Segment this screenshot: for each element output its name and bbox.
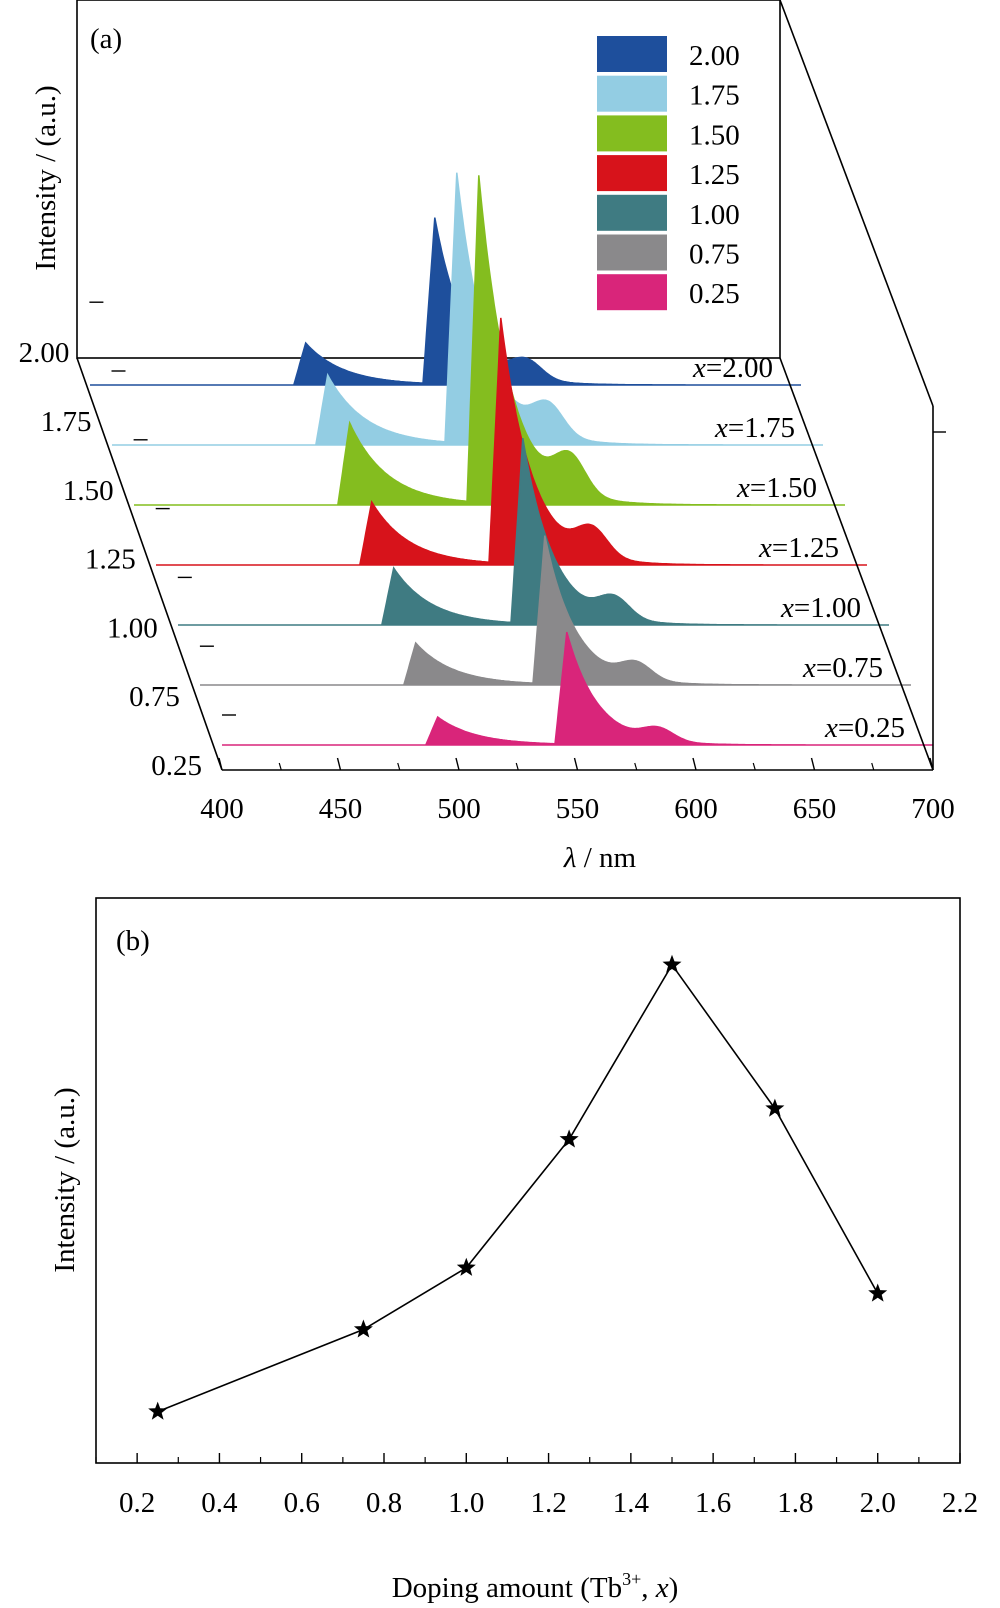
- x-minor-tick-a: [397, 762, 401, 771]
- x-tick-a: [573, 757, 579, 771]
- frame-line-2: [779, 357, 934, 771]
- x-tick-a: [810, 757, 816, 771]
- legend-swatch-1.75: [597, 75, 667, 112]
- x-tick-label-b: 2.0: [860, 1487, 896, 1519]
- x-tick-label-a: 550: [556, 793, 600, 825]
- frame-line-1: [76, 357, 223, 771]
- x-tick-a: [455, 757, 460, 771]
- panel-a-y-axis-label: Intensity / (a.u.): [30, 85, 62, 270]
- spectrum-0.75: [200, 535, 911, 686]
- x-tick-label-a: 600: [674, 793, 718, 825]
- x-axis-label-separator: ,: [641, 1572, 656, 1604]
- x-ticks-group-b: 0.2 0.4 0.6 0.8 1.0 1.2 1.4 1.6 1.8 2.0 2.2: [95, 1453, 978, 1519]
- x-axis-symbol: λ: [563, 842, 577, 874]
- series-line-group: [148, 954, 888, 1420]
- series-label-1.75: x=1.75: [714, 412, 795, 444]
- panel-b-x-axis-label: Doping amount (Tb3+, x): [392, 1569, 679, 1604]
- data-point-star: [353, 1319, 373, 1338]
- spectrum-1.75: [112, 172, 823, 446]
- legend-label-1.50: 1.50: [689, 119, 740, 151]
- legend-label-1.75: 1.75: [689, 80, 740, 112]
- x-tick-label-b: 0.6: [284, 1487, 320, 1519]
- legend-swatch-1.00: [597, 194, 667, 231]
- legend-swatch-1.50: [597, 115, 667, 152]
- legend-label-2.00: 2.00: [689, 40, 740, 72]
- data-point-star: [559, 1129, 579, 1148]
- x-tick-label-b: 1.2: [530, 1487, 566, 1519]
- legend-label-1.25: 1.25: [689, 159, 740, 191]
- x-ticks-group-a: 400 450 500 550 600 650 700: [200, 757, 955, 825]
- series-label-1.00: x=1.00: [780, 592, 861, 624]
- depth-tick-label: 0.75: [129, 681, 180, 713]
- panel-a-label: (a): [90, 23, 122, 55]
- legend-label-0.75: 0.75: [689, 239, 740, 271]
- legend-label-0.25: 0.25: [689, 278, 740, 310]
- panel-a-waterfall-chart: x=2.00 x=1.75 x=1.50 x=1.25 x=1.00 x=0.75 x=0.…: [19, 0, 955, 874]
- data-point-star: [456, 1257, 476, 1276]
- spectra-group: x=2.00 x=1.75 x=1.50 x=1.25 x=1.00 x=0.75 x=0.…: [90, 172, 933, 746]
- panel-b-y-axis-label: Intensity / (a.u.): [49, 1087, 81, 1272]
- data-point-star: [765, 1098, 785, 1117]
- x-tick-label-a: 500: [437, 793, 481, 825]
- panel-b-line-chart: 0.2 0.4 0.6 0.8 1.0 1.2 1.4 1.6 1.8 2.0 2.2 (b) In…: [49, 897, 978, 1604]
- series-line: [157, 963, 879, 1413]
- x-tick-label-a: 450: [319, 793, 363, 825]
- x-tick-label-b: 1.6: [695, 1487, 731, 1519]
- spectrum-1.00: [178, 437, 889, 626]
- depth-tick-label: 1.25: [85, 544, 136, 576]
- x-axis-label-variable: x: [655, 1572, 669, 1604]
- depth-tick-label: 1.50: [63, 475, 114, 507]
- x-minor-tick-a: [278, 762, 282, 771]
- spectrum-1.25: [156, 317, 867, 566]
- x-tick-label-b: 1.8: [777, 1487, 813, 1519]
- x-tick-label-b: 0.4: [201, 1487, 238, 1519]
- x-tick-a: [692, 757, 697, 771]
- depth-tick-label: 0.25: [151, 750, 202, 782]
- x-tick-label-b: 0.8: [366, 1487, 402, 1519]
- panel-b-plot-frame: [95, 897, 961, 1464]
- series-label-1.25: x=1.25: [758, 532, 839, 564]
- x-tick-a: [336, 757, 342, 771]
- x-axis-unit: / nm: [576, 842, 636, 874]
- x-tick-label-a: 400: [200, 793, 244, 825]
- depth-tick-label: 1.75: [41, 406, 92, 438]
- x-tick-label-a: 700: [911, 793, 955, 825]
- spectrum-0.25: [222, 631, 933, 746]
- frame-line-3: [779, 0, 934, 407]
- x-tick-label-a: 650: [793, 793, 837, 825]
- series-label-0.75: x=0.75: [802, 652, 883, 684]
- series-label-1.50: x=1.50: [736, 472, 817, 504]
- x-axis-label-end: ): [669, 1572, 679, 1604]
- legend-swatch-0.75: [597, 234, 667, 271]
- depth-tick-label: 2.00: [19, 337, 70, 369]
- panel-a-frame: [76, 0, 946, 771]
- x-minor-tick-a: [634, 762, 638, 771]
- x-minor-tick-a: [871, 762, 875, 771]
- series-label-2.00: x=2.00: [692, 352, 773, 384]
- panel-b-label: (b): [116, 925, 150, 957]
- x-tick-label-b: 1.4: [613, 1487, 650, 1519]
- legend-swatch-2.00: [597, 36, 667, 72]
- legend-label-1.00: 1.00: [689, 199, 740, 231]
- panel-a-x-axis-label: λ / nm: [563, 842, 637, 874]
- x-tick-label-b: 2.2: [942, 1487, 978, 1519]
- x-minor-tick-a: [752, 762, 756, 771]
- depth-tick-label: 1.00: [107, 612, 158, 644]
- x-tick-label-b: 1.0: [448, 1487, 484, 1519]
- x-minor-tick-a: [515, 762, 519, 771]
- x-axis-label-superscript: 3+: [622, 1569, 641, 1589]
- depth-ticks-group: 0.25 0.75 1.00 1.25 1.50 1.75 2.00: [19, 301, 236, 782]
- spectrum-2.00: [90, 217, 801, 386]
- data-point-star: [148, 1401, 168, 1420]
- legend-swatch-1.25: [597, 155, 667, 192]
- series-label-0.25: x=0.25: [824, 712, 905, 744]
- spectrum-1.50: [134, 175, 845, 506]
- data-point-star: [868, 1283, 888, 1302]
- data-point-star: [662, 954, 682, 973]
- x-axis-label-main: Doping amount (Tb: [392, 1572, 622, 1604]
- legend-swatch-0.25: [597, 274, 667, 311]
- x-tick-label-b: 0.2: [119, 1487, 155, 1519]
- legend: 2.00 1.75 1.50 1.25 1.00 0.75 0.25: [597, 36, 740, 311]
